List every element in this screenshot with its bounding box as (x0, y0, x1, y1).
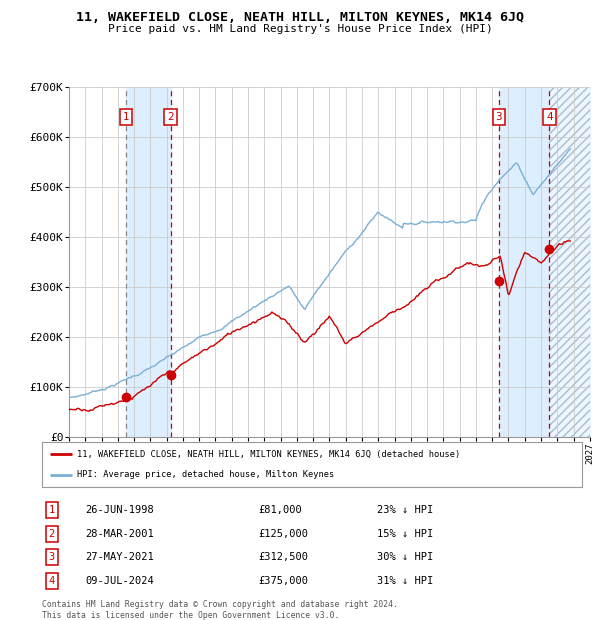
Text: 4: 4 (546, 112, 553, 122)
Text: 11, WAKEFIELD CLOSE, NEATH HILL, MILTON KEYNES, MK14 6JQ: 11, WAKEFIELD CLOSE, NEATH HILL, MILTON … (76, 11, 524, 24)
Text: 09-JUL-2024: 09-JUL-2024 (85, 576, 154, 586)
Bar (550, 87, 590, 437)
Text: 26-JUN-1998: 26-JUN-1998 (85, 505, 154, 515)
Text: Price paid vs. HM Land Registry's House Price Index (HPI): Price paid vs. HM Land Registry's House … (107, 24, 493, 33)
Bar (126, 87, 170, 437)
Text: 31% ↓ HPI: 31% ↓ HPI (377, 576, 433, 586)
Text: 2: 2 (49, 529, 55, 539)
Text: 2: 2 (167, 112, 174, 122)
Text: 27-MAY-2021: 27-MAY-2021 (85, 552, 154, 562)
Text: 15% ↓ HPI: 15% ↓ HPI (377, 529, 433, 539)
Text: 30% ↓ HPI: 30% ↓ HPI (377, 552, 433, 562)
Text: £375,000: £375,000 (258, 576, 308, 586)
Text: 28-MAR-2001: 28-MAR-2001 (85, 529, 154, 539)
Text: 1: 1 (122, 112, 129, 122)
Text: 4: 4 (49, 576, 55, 586)
Text: £81,000: £81,000 (258, 505, 302, 515)
Text: £125,000: £125,000 (258, 529, 308, 539)
Text: 1: 1 (49, 505, 55, 515)
Text: 23% ↓ HPI: 23% ↓ HPI (377, 505, 433, 515)
Text: HPI: Average price, detached house, Milton Keynes: HPI: Average price, detached house, Milt… (77, 470, 334, 479)
Bar (499, 87, 550, 437)
Text: Contains HM Land Registry data © Crown copyright and database right 2024.
This d: Contains HM Land Registry data © Crown c… (42, 600, 398, 619)
Text: 11, WAKEFIELD CLOSE, NEATH HILL, MILTON KEYNES, MK14 6JQ (detached house): 11, WAKEFIELD CLOSE, NEATH HILL, MILTON … (77, 450, 460, 459)
Text: 3: 3 (496, 112, 502, 122)
Text: £312,500: £312,500 (258, 552, 308, 562)
Text: 3: 3 (49, 552, 55, 562)
